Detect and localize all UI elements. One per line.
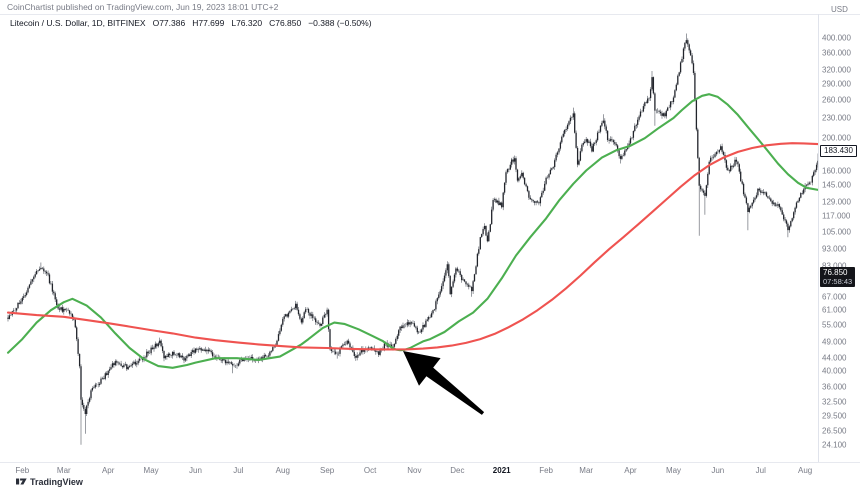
- time-axis-label: Mar: [579, 466, 594, 475]
- ma-price-label: 183.430: [820, 144, 857, 157]
- time-axis-label: Jun: [189, 466, 202, 475]
- price-axis-label: 32.500: [822, 397, 847, 406]
- price-axis-label: 83.000: [822, 261, 847, 271]
- last-price-label: 76.850 07:58:43: [820, 266, 856, 287]
- time-axis-label: Jun: [711, 466, 725, 475]
- ohlc-high: H77.699: [192, 18, 225, 28]
- price-axis-label: 290.000: [822, 79, 851, 89]
- price-axis-separator: [818, 14, 819, 462]
- tradingview-logo-text: TradingView: [30, 476, 83, 487]
- arrow-annotation[interactable]: [403, 351, 485, 415]
- price-axis-label: 26.500: [822, 426, 847, 436]
- ohlc-low: L76.320: [231, 18, 263, 28]
- price-axis-label: 67.000: [822, 292, 847, 302]
- candle-wicks: [7, 33, 819, 445]
- time-axis-label: May: [665, 466, 682, 475]
- time-axis-label: Sep: [319, 466, 335, 475]
- bar-countdown: 07:58:43: [823, 276, 853, 286]
- price-axis-label: 360.000: [822, 48, 851, 58]
- ohlc-change: −0.388 (−0.50%): [308, 18, 372, 28]
- time-axis-label: Jul: [755, 466, 766, 475]
- time-axis-label: Apr: [101, 466, 115, 475]
- tradingview-logo-icon: [16, 478, 27, 485]
- symbol-ohlc-row: Litecoin / U.S. Dollar, 1D, BITFINEX O77…: [10, 18, 372, 28]
- price-axis-label: 230.000: [822, 113, 851, 123]
- time-axis-label: 2021: [492, 466, 511, 475]
- ohlc-open: O77.386: [152, 18, 186, 28]
- last-price-value: 76.850: [823, 267, 848, 277]
- price-axis-label: 36.000: [822, 382, 847, 392]
- header-separator: [0, 14, 860, 15]
- time-axis-label: May: [143, 466, 159, 475]
- time-axis-label: Aug: [275, 466, 290, 475]
- time-axis-separator: [0, 462, 860, 463]
- time-axis-label: Apr: [624, 466, 637, 475]
- price-axis-label: 55.000: [822, 320, 847, 330]
- price-axis-label: 40.000: [822, 366, 847, 376]
- time-axis-label: Nov: [407, 466, 422, 475]
- time-axis-label: Aug: [797, 466, 813, 475]
- ohlc-close: C76.850: [269, 18, 302, 28]
- time-axis-label: Oct: [363, 466, 377, 475]
- tradingview-logo[interactable]: TradingView: [16, 476, 83, 487]
- price-axis-label: 49.000: [822, 337, 847, 347]
- price-axis-label: 93.000: [822, 244, 847, 254]
- publish-attribution: CoinChartist published on TradingView.co…: [7, 2, 279, 12]
- time-axis-label: Jul: [233, 466, 244, 475]
- price-axis-label: 105.000: [822, 227, 851, 237]
- price-axis-label: 160.000: [822, 166, 851, 175]
- price-axis-label: 129.000: [822, 197, 851, 207]
- ma-fast-line[interactable]: [6, 93, 820, 369]
- price-axis-label: 200.000: [822, 133, 851, 143]
- price-axis-label: 24.100: [822, 440, 847, 450]
- price-axis-label: 44.000: [822, 353, 847, 363]
- price-axis-label: 29.500: [822, 411, 847, 420]
- time-axis-label: Mar: [56, 466, 71, 475]
- time-axis-label: Dec: [450, 466, 465, 475]
- price-axis-label: 320.000: [822, 65, 851, 75]
- currency-label: USD: [831, 5, 848, 14]
- symbol-title: Litecoin / U.S. Dollar, 1D, BITFINEX: [10, 18, 146, 28]
- time-axis-label: Feb: [539, 466, 553, 475]
- price-axis-label: 260.000: [822, 95, 851, 105]
- price-axis-label: 145.000: [822, 180, 851, 190]
- candle-bodies: [7, 40, 819, 414]
- time-axis-label: Feb: [15, 466, 30, 475]
- price-axis-label: 117.000: [822, 211, 851, 221]
- price-axis-label: 61.000: [822, 305, 847, 315]
- ma-slow-line[interactable]: [6, 142, 820, 351]
- price-axis-label: 400.000: [822, 33, 851, 43]
